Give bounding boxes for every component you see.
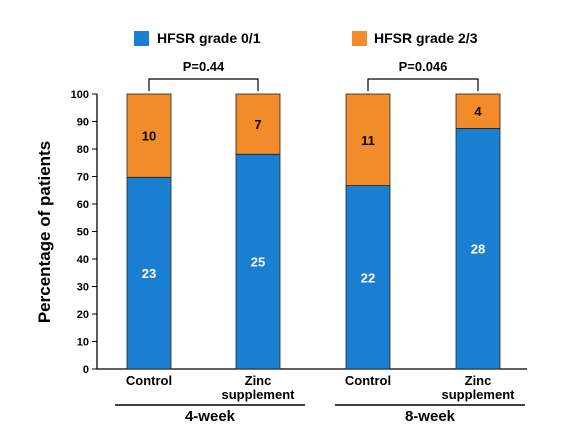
data-label-grade-0-1: 25 — [251, 255, 265, 270]
bar-segment-grade-2-3 — [345, 93, 391, 186]
legend-swatch-grade-2-3 — [352, 31, 367, 46]
data-label-grade-0-1: 28 — [471, 242, 485, 257]
bar-segment-grade-2-3 — [455, 93, 501, 129]
data-label-grade-2-3: 11 — [361, 133, 375, 148]
x-category-label: supplement — [222, 387, 296, 402]
p-value-label: P=0.046 — [399, 59, 448, 74]
y-tick-label: 80 — [77, 144, 89, 156]
y-tick-label: 20 — [77, 309, 89, 321]
x-category-label: Zinc — [465, 373, 492, 388]
x-category-label: supplement — [442, 387, 516, 402]
y-tick-label: 30 — [77, 282, 89, 294]
group-label: 8-week — [405, 408, 456, 425]
y-tick-label: 70 — [77, 172, 89, 184]
bar-segment-grade-0-1 — [345, 185, 391, 370]
x-category-label: Zinc — [245, 373, 272, 388]
y-tick-label: 90 — [77, 117, 89, 129]
bar-segment-grade-0-1 — [235, 153, 281, 370]
bar-segment-grade-2-3 — [126, 93, 172, 178]
significance-bracket — [367, 78, 479, 91]
y-tick-label: 0 — [83, 364, 89, 376]
x-category-label: Control — [126, 373, 172, 388]
plot-area: 0 10 20 30 40 50 60 70 80 90 100 23 10 Control 25 7 Zinc… — [71, 59, 527, 425]
data-label-grade-0-1: 23 — [142, 266, 156, 281]
legend-label-grade-2-3: HFSR grade 2/3 — [374, 30, 478, 46]
data-label-grade-2-3: 7 — [254, 117, 261, 132]
data-label-grade-0-1: 22 — [361, 270, 375, 285]
legend-swatch-grade-0-1 — [134, 31, 149, 46]
bar-segment-grade-2-3 — [235, 93, 281, 155]
y-tick-label: 50 — [77, 227, 89, 239]
bar-segment-grade-0-1 — [455, 127, 501, 370]
y-tick-label: 40 — [77, 254, 89, 266]
x-category-label: Control — [345, 373, 391, 388]
y-axis-label: Percentage of patients — [35, 141, 54, 323]
significance-bracket — [148, 78, 259, 91]
y-tick-label: 10 — [77, 337, 89, 349]
y-tick-label: 100 — [71, 89, 89, 101]
y-tick-label: 60 — [77, 199, 89, 211]
data-label-grade-2-3: 10 — [142, 129, 156, 144]
legend-label-grade-0-1: HFSR grade 0/1 — [157, 30, 261, 46]
bar-segment-grade-0-1 — [126, 176, 172, 370]
group-label: 4-week — [185, 408, 236, 425]
p-value-label: P=0.44 — [183, 59, 225, 74]
data-label-grade-2-3: 4 — [474, 104, 482, 119]
